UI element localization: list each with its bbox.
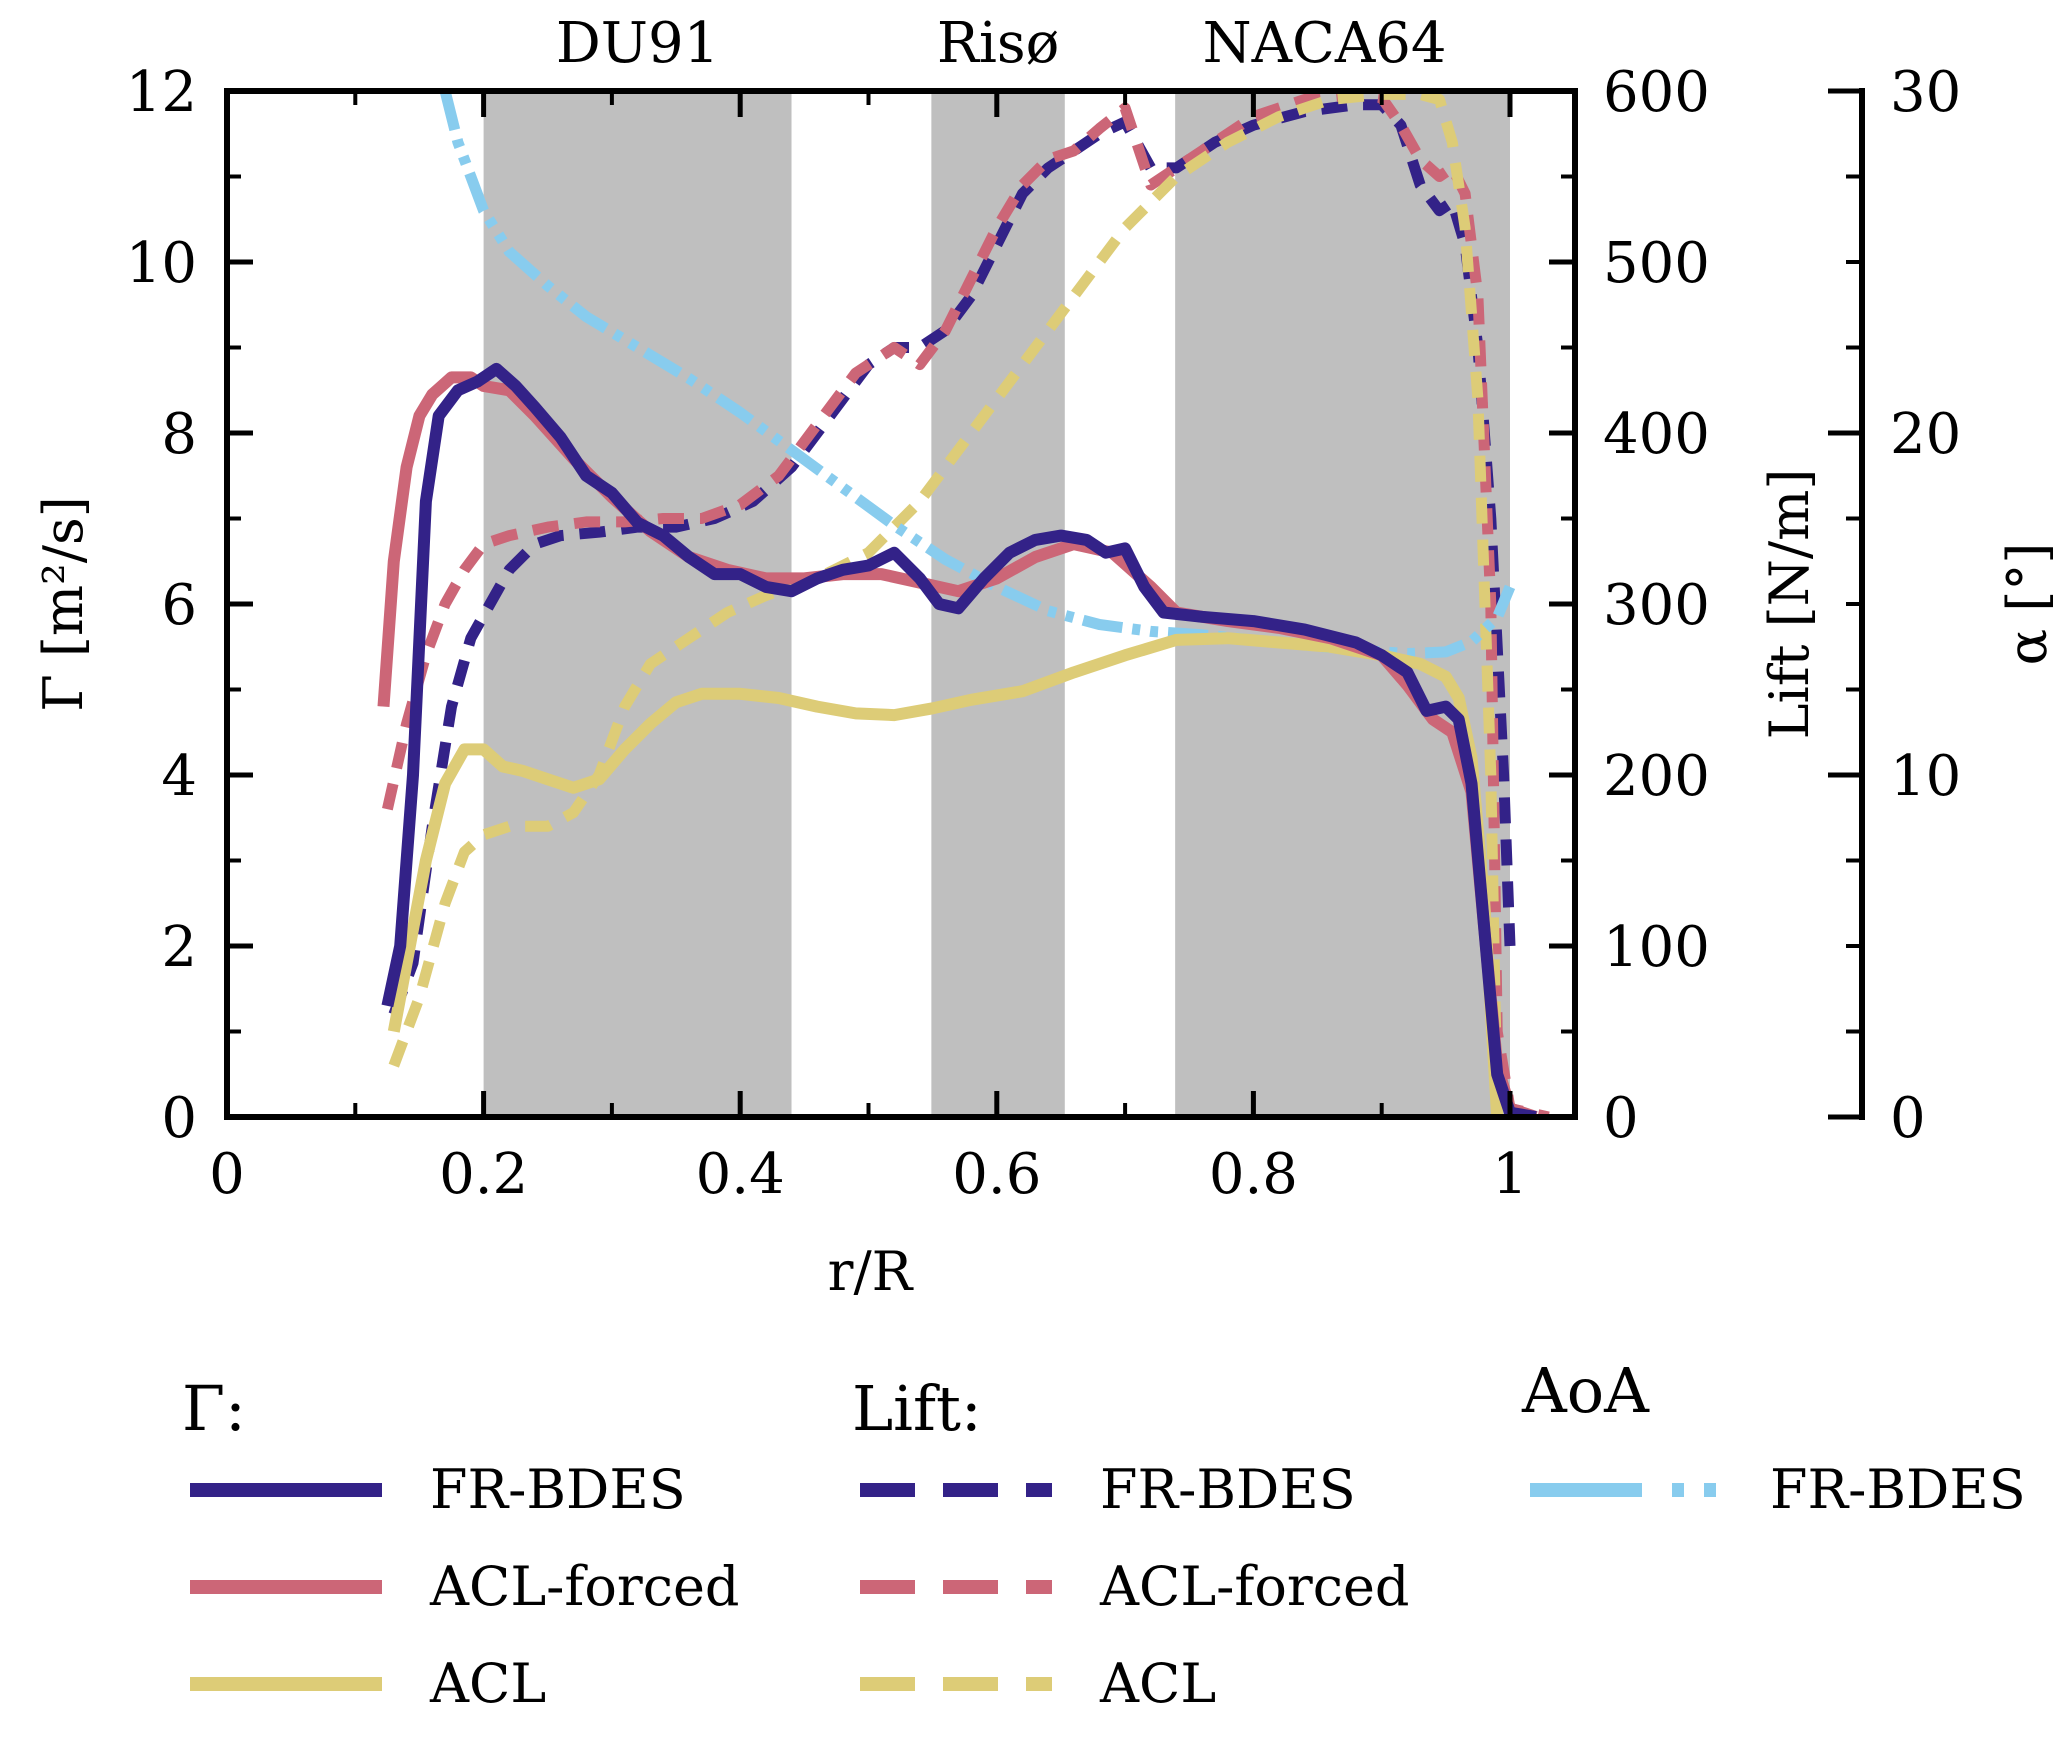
series-lift-fr-bdes xyxy=(388,99,1516,1017)
y-left-tick-label: 8 xyxy=(161,402,197,467)
y-aoa-tick-label: 10 xyxy=(1890,744,1961,809)
y-lift-tick-label: 300 xyxy=(1603,573,1710,638)
legend-label: FR-BDES xyxy=(430,1458,686,1521)
y-left-tick-label: 0 xyxy=(161,1086,197,1151)
y-axis-left-label: Γ [m²/s] xyxy=(32,496,95,712)
y-lift-tick-label: 200 xyxy=(1603,744,1710,809)
legend-label: ACL xyxy=(1099,1652,1216,1715)
x-tick-label: 0.2 xyxy=(439,1142,528,1207)
series--fr-bdes xyxy=(381,362,1537,1117)
y-lift-tick-label: 500 xyxy=(1603,231,1710,296)
axis-labels: r/R Γ [m²/s] Lift [N/m] α [°] xyxy=(32,469,2059,1303)
y-left-tick-label: 10 xyxy=(126,231,197,296)
legend: Γ: FR-BDES ACL-forced ACL Lift: FR-BDES ACL-fo… xyxy=(182,1354,2026,1715)
y-left-tick-label: 6 xyxy=(161,573,197,638)
x-tick-label: 1 xyxy=(1492,1142,1528,1207)
region-label: DU91 xyxy=(556,11,719,76)
y-lift-tick-label: 400 xyxy=(1603,402,1710,467)
y-left-tick-label: 12 xyxy=(126,60,197,125)
y-left-tick-label: 2 xyxy=(161,915,197,980)
x-tick-label: 0.8 xyxy=(1209,1142,1298,1207)
legend-label: ACL-forced xyxy=(1099,1555,1410,1618)
y-lift-tick-label: 600 xyxy=(1603,60,1710,125)
shaded-region-naca64 xyxy=(1175,91,1510,1117)
y-aoa-tick-label: 20 xyxy=(1890,402,1961,467)
data-series xyxy=(377,91,1550,1117)
legend-group-title: Γ: xyxy=(182,1372,246,1445)
legend-group-title: AoA xyxy=(1521,1354,1650,1427)
y-lift-tick-label: 100 xyxy=(1603,915,1710,980)
y-left-tick-label: 4 xyxy=(161,744,197,809)
airfoil-regions xyxy=(483,91,1510,1117)
airfoil-region-labels: DU91 Risø NACA64 xyxy=(556,11,1447,76)
x-tick-label: 0.6 xyxy=(952,1142,1041,1207)
region-label: Risø xyxy=(937,11,1060,76)
legend-group-title: Lift: xyxy=(852,1372,982,1445)
legend-label: FR-BDES xyxy=(1770,1458,2026,1521)
x-axis-label: r/R xyxy=(828,1240,914,1303)
y-axis-aoa-label: α [°] xyxy=(1996,543,2059,666)
shaded-region-du91 xyxy=(483,91,792,1117)
legend-label: ACL-forced xyxy=(429,1555,740,1618)
x-tick-label: 0 xyxy=(209,1142,245,1207)
x-tick-label: 0.4 xyxy=(696,1142,785,1207)
y-lift-tick-label: 0 xyxy=(1603,1086,1639,1151)
series-lift-acl xyxy=(388,91,1503,1117)
axis-ticks: 0 0.2 0.4 0.6 0.8 102468101201002003004005006… xyxy=(126,60,1962,1207)
y-axis-lift-label: Lift [N/m] xyxy=(1758,469,1821,740)
legend-label: ACL xyxy=(429,1652,546,1715)
legend-label: FR-BDES xyxy=(1100,1458,1356,1521)
y-aoa-tick-label: 30 xyxy=(1890,60,1961,125)
y-aoa-tick-label: 0 xyxy=(1890,1086,1926,1151)
region-label: NACA64 xyxy=(1203,11,1447,76)
series-lift-acl-forced xyxy=(382,91,1550,1117)
